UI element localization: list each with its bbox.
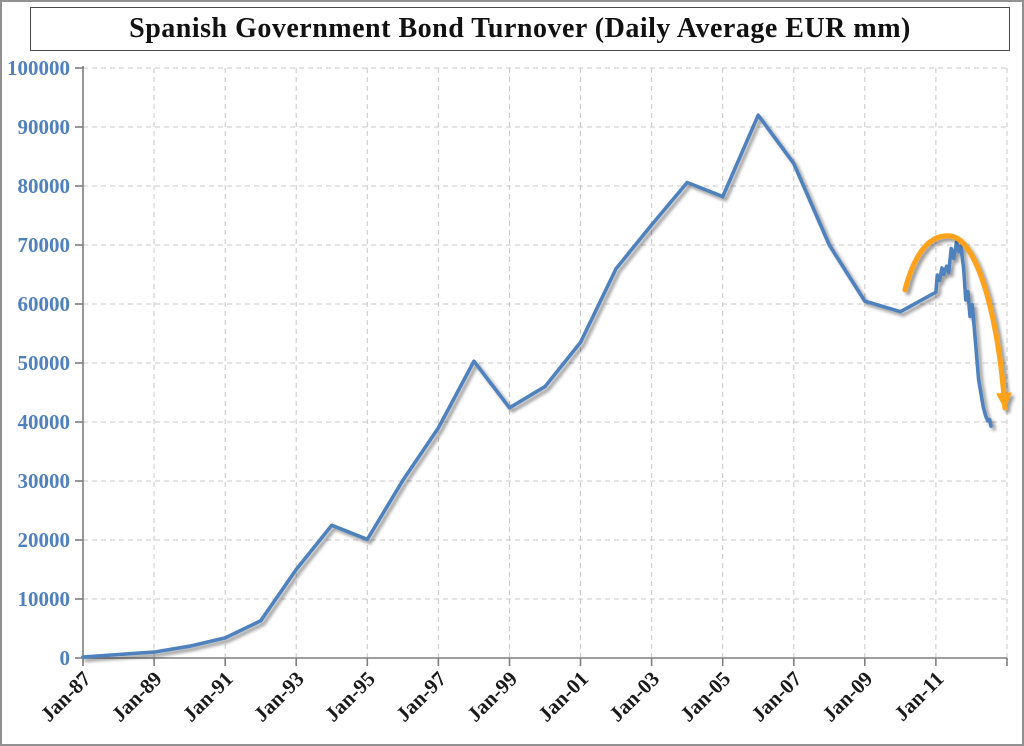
x-tick-label: Jan-91 (178, 667, 238, 727)
series-line (81, 113, 993, 659)
y-tick-label: 10000 (18, 587, 71, 611)
x-tick-label: Jan-09 (817, 667, 877, 727)
chart-title: Spanish Government Bond Turnover (Daily … (129, 13, 911, 44)
y-tick-label: 30000 (18, 469, 71, 493)
x-tick-label: Jan-93 (249, 667, 309, 727)
x-tick-label: Jan-87 (36, 667, 96, 727)
y-tick-label: 80000 (18, 174, 71, 198)
x-tick-label: Jan-01 (533, 667, 593, 727)
y-tick-label: 100000 (7, 56, 70, 80)
x-tick-label: Jan-99 (462, 667, 522, 727)
x-tick-label: Jan-89 (107, 667, 167, 727)
y-tick-label: 50000 (18, 351, 71, 375)
y-tick-label: 0 (60, 646, 71, 670)
y-tick-label: 70000 (18, 233, 71, 257)
y-tick-label: 60000 (18, 292, 71, 316)
x-tick-label: Jan-05 (675, 667, 735, 727)
y-tick-label: 20000 (18, 528, 71, 552)
x-tick-label: Jan-03 (604, 667, 664, 727)
y-tick-label: 40000 (18, 410, 71, 434)
orange-arrow (902, 233, 1012, 411)
x-tick-label: Jan-07 (746, 667, 806, 727)
y-tick-label: 90000 (18, 115, 71, 139)
x-tick-label: Jan-11 (889, 667, 948, 726)
x-tick-label: Jan-95 (320, 667, 380, 727)
chart-title-box: Spanish Government Bond Turnover (Daily … (30, 7, 1010, 51)
x-tick-label: Jan-97 (391, 667, 451, 727)
